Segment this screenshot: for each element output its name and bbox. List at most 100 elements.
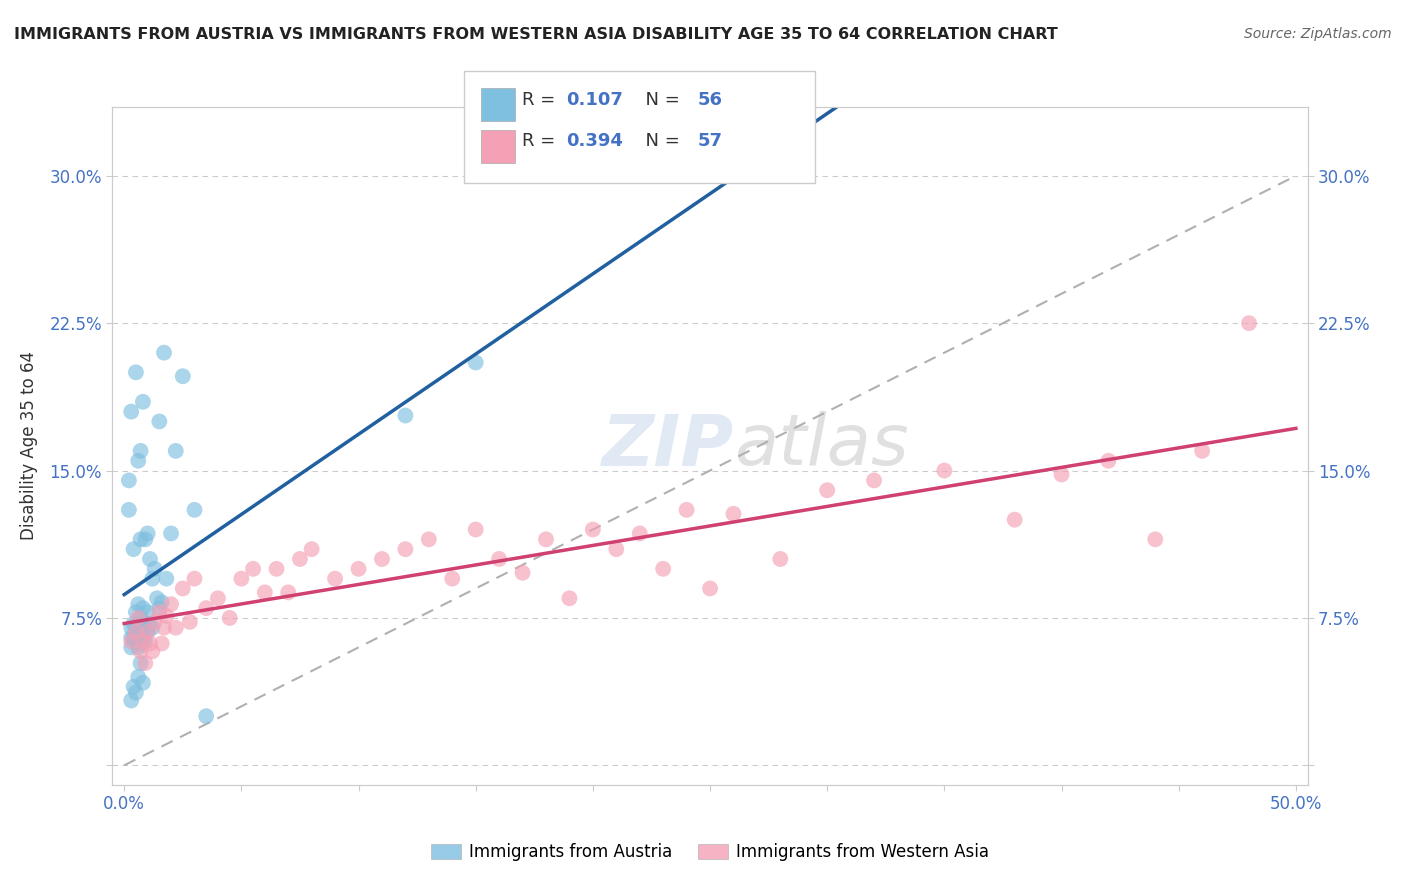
- Point: [122, 616, 145, 631]
- Point: [512, 566, 534, 580]
- Point: [394, 409, 416, 423]
- Point: [118, 474, 141, 488]
- Text: IMMIGRANTS FROM AUSTRIA VS IMMIGRANTS FROM WESTERN ASIA DISABILITY AGE 35 TO 64 : IMMIGRANTS FROM AUSTRIA VS IMMIGRANTS FR…: [14, 27, 1057, 42]
- Point: [139, 616, 162, 631]
- Point: [120, 693, 142, 707]
- Y-axis label: Disability Age 35 to 64: Disability Age 35 to 64: [20, 351, 38, 541]
- Point: [125, 624, 148, 639]
- Point: [441, 572, 464, 586]
- Point: [1237, 316, 1260, 330]
- Point: [155, 609, 177, 624]
- Point: [118, 503, 141, 517]
- Point: [139, 552, 162, 566]
- Text: N =: N =: [634, 132, 686, 150]
- Point: [207, 591, 229, 606]
- Point: [160, 597, 183, 611]
- Point: [195, 601, 218, 615]
- Point: [195, 709, 218, 723]
- Point: [129, 656, 152, 670]
- Point: [129, 644, 152, 658]
- Text: R =: R =: [522, 132, 561, 150]
- Point: [288, 552, 311, 566]
- Point: [136, 624, 159, 639]
- Text: R =: R =: [522, 91, 561, 109]
- Point: [863, 474, 886, 488]
- Text: ZIP: ZIP: [602, 411, 734, 481]
- Text: 57: 57: [697, 132, 723, 150]
- Point: [769, 552, 792, 566]
- Point: [136, 605, 159, 619]
- Text: Source: ZipAtlas.com: Source: ZipAtlas.com: [1244, 27, 1392, 41]
- Point: [183, 572, 205, 586]
- Point: [231, 572, 253, 586]
- Point: [125, 365, 148, 379]
- Point: [129, 533, 152, 547]
- Point: [172, 582, 194, 596]
- Point: [1004, 513, 1026, 527]
- Point: [1191, 444, 1213, 458]
- Point: [1050, 467, 1073, 482]
- Point: [464, 355, 486, 369]
- Point: [125, 605, 148, 619]
- Point: [347, 562, 370, 576]
- Point: [129, 444, 152, 458]
- Point: [371, 552, 394, 566]
- Point: [120, 621, 142, 635]
- Point: [122, 542, 145, 557]
- Point: [148, 414, 170, 428]
- Point: [815, 483, 838, 498]
- Point: [488, 552, 510, 566]
- Legend: Immigrants from Austria, Immigrants from Western Asia: Immigrants from Austria, Immigrants from…: [425, 837, 995, 868]
- Point: [582, 523, 605, 537]
- Point: [120, 640, 142, 655]
- Point: [165, 621, 187, 635]
- Point: [143, 562, 166, 576]
- Point: [153, 345, 176, 359]
- Point: [323, 572, 346, 586]
- Point: [1097, 454, 1119, 468]
- Point: [218, 611, 240, 625]
- Point: [150, 595, 173, 609]
- Point: [120, 404, 142, 418]
- Point: [150, 636, 173, 650]
- Point: [148, 605, 170, 619]
- Point: [129, 624, 152, 639]
- Point: [418, 533, 440, 547]
- Point: [242, 562, 264, 576]
- Point: [652, 562, 675, 576]
- Point: [127, 454, 149, 468]
- Point: [141, 644, 163, 658]
- Point: [148, 601, 170, 615]
- Point: [120, 631, 142, 645]
- Point: [125, 621, 148, 635]
- Point: [132, 601, 155, 615]
- Point: [127, 640, 149, 655]
- Point: [179, 615, 201, 629]
- Point: [127, 611, 149, 625]
- Point: [136, 526, 159, 541]
- Point: [301, 542, 323, 557]
- Point: [605, 542, 627, 557]
- Point: [699, 582, 721, 596]
- Point: [132, 631, 155, 645]
- Point: [253, 585, 276, 599]
- Text: 0.394: 0.394: [567, 132, 623, 150]
- Point: [129, 636, 152, 650]
- Point: [934, 464, 956, 478]
- Point: [675, 503, 697, 517]
- Point: [125, 685, 148, 699]
- Point: [464, 523, 486, 537]
- Point: [723, 507, 745, 521]
- Point: [628, 526, 651, 541]
- Point: [134, 533, 156, 547]
- Point: [141, 572, 163, 586]
- Point: [132, 394, 155, 409]
- Point: [146, 591, 169, 606]
- Point: [129, 611, 152, 625]
- Point: [266, 562, 288, 576]
- Point: [134, 616, 156, 631]
- Point: [1144, 533, 1167, 547]
- Point: [155, 572, 177, 586]
- Text: atlas: atlas: [734, 411, 908, 481]
- Point: [277, 585, 299, 599]
